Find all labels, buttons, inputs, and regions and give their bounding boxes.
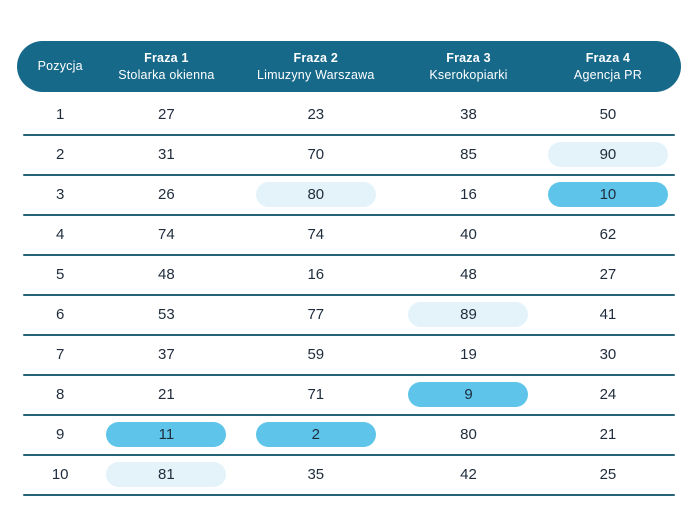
position-cell: 2 xyxy=(55,146,65,164)
position-cell: 5 xyxy=(55,266,65,284)
value-cell: 50 xyxy=(599,106,617,124)
row-divider xyxy=(23,413,675,416)
value-cell: 89 xyxy=(408,302,529,328)
header-fraza-3-label: Fraza 3 xyxy=(446,50,491,65)
value-cell: 71 xyxy=(307,386,325,404)
table-row: 8 21 71 9 24 xyxy=(17,376,681,414)
value-cell: 11 xyxy=(106,422,227,448)
header-fraza-2-label: Fraza 2 xyxy=(293,50,339,65)
position-cell: 10 xyxy=(51,466,69,484)
value-cell: 24 xyxy=(599,386,617,404)
position-cell: 4 xyxy=(55,226,65,244)
header-fraza-4-keyword: Agencja PR xyxy=(573,67,642,82)
row-divider xyxy=(23,213,675,216)
value-cell: 70 xyxy=(307,146,325,164)
position-cell: 9 xyxy=(55,426,65,444)
table-row: 4 74 74 40 62 xyxy=(17,216,681,254)
value-cell: 35 xyxy=(307,466,325,484)
value-cell: 25 xyxy=(599,466,617,484)
value-cell: 10 xyxy=(547,182,668,208)
header-fraza-2-keyword: Limuzyny Warszawa xyxy=(257,67,375,82)
positions-table: Pozycja Fraza 1 Stolarka okienna Fraza 2… xyxy=(17,41,681,496)
position-cell: 1 xyxy=(55,106,65,124)
header-fraza-3: Fraza 3 Kserokopiarki xyxy=(402,50,535,84)
value-cell: 19 xyxy=(460,346,477,364)
table-row: 7 37 59 19 30 xyxy=(17,336,681,374)
value-cell: 2 xyxy=(255,422,376,448)
value-cell: 27 xyxy=(158,106,175,124)
table-row: 9 11 2 80 21 xyxy=(17,416,681,454)
header-fraza-1: Fraza 1 Stolarka okienna xyxy=(103,50,229,84)
value-cell: 48 xyxy=(158,266,175,284)
value-cell: 9 xyxy=(408,382,529,408)
value-cell: 62 xyxy=(599,226,617,244)
value-cell: 16 xyxy=(307,266,325,284)
position-cell: 7 xyxy=(55,346,65,364)
value-cell: 41 xyxy=(599,306,617,324)
value-cell: 42 xyxy=(460,466,477,484)
header-fraza-1-keyword: Stolarka okienna xyxy=(118,67,215,82)
table-row: 6 53 77 89 41 xyxy=(17,296,681,334)
value-cell: 27 xyxy=(599,266,617,284)
row-divider xyxy=(23,333,675,336)
row-divider xyxy=(23,173,675,176)
value-cell: 31 xyxy=(158,146,175,164)
value-cell: 81 xyxy=(106,462,227,488)
value-cell: 80 xyxy=(255,182,376,208)
value-cell: 26 xyxy=(158,186,175,204)
value-cell: 85 xyxy=(460,146,477,164)
position-cell: 3 xyxy=(55,186,65,204)
value-cell: 37 xyxy=(158,346,175,364)
row-divider xyxy=(23,133,675,136)
header-fraza-3-keyword: Kserokopiarki xyxy=(429,67,508,82)
position-cell: 6 xyxy=(55,306,65,324)
table-row: 2 31 70 85 90 xyxy=(17,136,681,174)
header-fraza-2: Fraza 2 Limuzyny Warszawa xyxy=(229,50,402,84)
value-cell: 21 xyxy=(599,426,617,444)
value-cell: 53 xyxy=(158,306,175,324)
position-cell: 8 xyxy=(55,386,65,404)
value-cell: 38 xyxy=(460,106,477,124)
value-cell: 40 xyxy=(460,226,477,244)
value-cell: 74 xyxy=(158,226,175,244)
table-row: 5 48 16 48 27 xyxy=(17,256,681,294)
value-cell: 74 xyxy=(307,226,325,244)
table-body: 1 27 23 38 50 2 31 70 85 90 3 26 80 16 1… xyxy=(17,96,681,496)
value-cell: 90 xyxy=(547,142,668,168)
table-row: 3 26 80 16 10 xyxy=(17,176,681,214)
row-divider xyxy=(23,253,675,256)
header-fraza-4-label: Fraza 4 xyxy=(585,50,631,65)
value-cell: 16 xyxy=(460,186,477,204)
value-cell: 21 xyxy=(158,386,175,404)
table-header: Pozycja Fraza 1 Stolarka okienna Fraza 2… xyxy=(17,41,681,92)
row-divider xyxy=(23,373,675,376)
table-row: 1 27 23 38 50 xyxy=(17,96,681,134)
row-divider xyxy=(23,493,675,496)
row-divider xyxy=(23,453,675,456)
value-cell: 30 xyxy=(599,346,617,364)
value-cell: 23 xyxy=(307,106,325,124)
value-cell: 48 xyxy=(460,266,477,284)
header-fraza-1-label: Fraza 1 xyxy=(144,50,189,65)
value-cell: 80 xyxy=(460,426,477,444)
header-pozycja: Pozycja xyxy=(37,59,83,74)
row-divider xyxy=(23,293,675,296)
table-row: 10 81 35 42 25 xyxy=(17,456,681,494)
value-cell: 77 xyxy=(307,306,325,324)
value-cell: 59 xyxy=(307,346,325,364)
header-fraza-4: Fraza 4 Agencja PR xyxy=(535,50,681,84)
